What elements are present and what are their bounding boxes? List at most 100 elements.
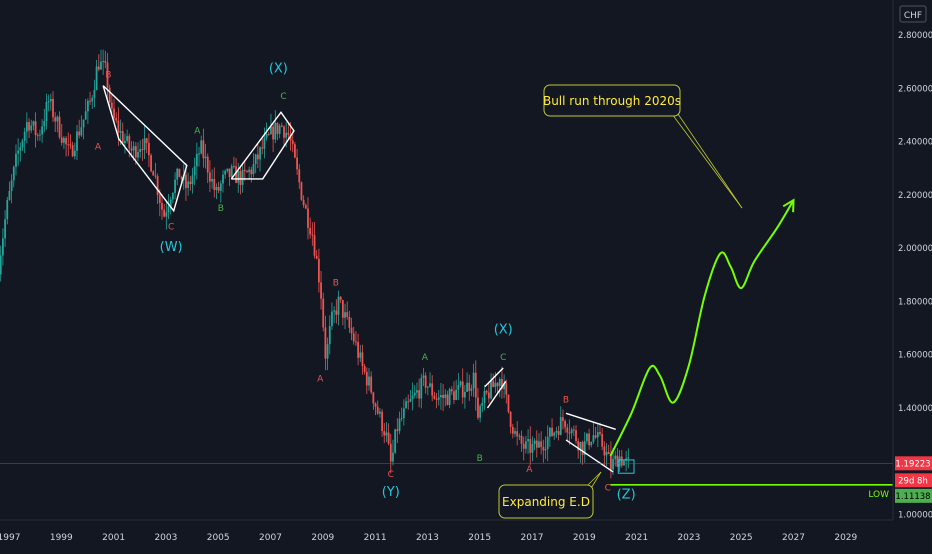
candle-body xyxy=(278,125,281,134)
wave-label: C xyxy=(388,470,394,480)
wave-label: A xyxy=(317,374,324,384)
candle-body xyxy=(328,326,331,345)
wave-label: C xyxy=(500,353,506,363)
candle-body xyxy=(256,154,259,160)
candle-body xyxy=(167,206,170,213)
candle-body xyxy=(263,138,266,149)
candle-body xyxy=(49,98,52,102)
currency-button[interactable]: CHF xyxy=(899,5,927,23)
candle-body xyxy=(501,378,503,390)
candle-body xyxy=(457,385,460,390)
candle-body xyxy=(45,102,48,122)
candle-body xyxy=(226,168,229,171)
candle-body xyxy=(572,429,575,431)
x-tick-label: 2003 xyxy=(154,533,177,543)
candle-body xyxy=(198,153,200,155)
candle-body xyxy=(67,144,70,146)
candle-body xyxy=(185,174,187,189)
candle-body xyxy=(376,406,379,414)
candle-body xyxy=(570,429,573,434)
candle-body xyxy=(15,153,17,167)
candle-body xyxy=(97,66,100,70)
candle-body xyxy=(232,166,235,168)
wave-label: (X) xyxy=(269,61,288,76)
candle-body xyxy=(599,432,601,434)
candle-body xyxy=(509,411,512,427)
forecast-path[interactable] xyxy=(609,199,795,457)
candle-body xyxy=(89,100,91,102)
candle-body xyxy=(191,175,194,185)
trend-channel[interactable] xyxy=(565,439,614,473)
trend-channel[interactable] xyxy=(102,85,188,213)
trend-channel[interactable] xyxy=(565,412,616,430)
countdown-tag: 29d 8h xyxy=(895,473,932,488)
countdown-value: 29d 8h xyxy=(898,476,928,486)
candle-body xyxy=(466,382,468,392)
trend-channel[interactable] xyxy=(484,367,504,388)
candle-body xyxy=(280,125,283,127)
candle-body xyxy=(368,376,370,386)
candle-body xyxy=(211,178,213,182)
candle-body xyxy=(113,108,115,118)
candle-body xyxy=(304,205,307,209)
candle-body xyxy=(335,310,338,315)
candle-body xyxy=(250,169,253,175)
candle-body xyxy=(564,420,567,428)
candle-body xyxy=(577,441,580,451)
candle-body xyxy=(161,202,163,210)
trend-channel[interactable] xyxy=(486,380,507,409)
forecast-arrowhead xyxy=(782,198,795,213)
ending-box[interactable] xyxy=(617,459,635,474)
candle-body xyxy=(555,431,558,433)
candle-body xyxy=(174,179,176,193)
candle-body xyxy=(294,144,296,158)
candle-body xyxy=(8,190,11,201)
candle-body xyxy=(274,122,277,140)
wave-labels-layer: B A C (W) A B (X) C B A C (Y) A (X) C B A B C (Z) xyxy=(95,61,636,502)
expanding-ed-callout[interactable]: Expanding E.D xyxy=(498,471,602,519)
candle-body xyxy=(311,234,314,236)
candle-body xyxy=(6,200,9,220)
candle-body xyxy=(331,311,333,327)
candle-body xyxy=(616,455,619,467)
candle-body xyxy=(224,170,227,175)
candle-body xyxy=(139,149,142,152)
candle-body xyxy=(73,150,76,157)
candle-body xyxy=(80,127,83,136)
candle-body xyxy=(17,150,20,154)
candle-body xyxy=(25,122,28,132)
candle-body xyxy=(134,146,137,158)
candle-body xyxy=(241,169,244,185)
candle-body xyxy=(429,383,431,387)
candle-body xyxy=(19,147,22,151)
candle-body xyxy=(222,174,224,184)
candle-body xyxy=(259,147,261,160)
candle-body xyxy=(468,382,471,391)
wave-label: C xyxy=(605,484,611,494)
trend-channel[interactable] xyxy=(230,111,295,180)
candle-body xyxy=(91,97,94,102)
candle-body xyxy=(324,327,327,359)
candle-body xyxy=(350,327,353,334)
candle-body xyxy=(416,390,418,393)
candle-body xyxy=(252,164,255,175)
candle-body xyxy=(527,439,529,442)
candle-body xyxy=(193,166,196,176)
candle-body xyxy=(23,131,26,141)
candle-body xyxy=(492,380,495,388)
x-tick-label: 2009 xyxy=(311,533,334,543)
candle-body xyxy=(481,402,484,407)
x-tick-label: 1997 xyxy=(0,533,20,543)
y-tick-label: 2.60000 xyxy=(898,84,932,94)
candle-body xyxy=(52,98,54,118)
candle-body xyxy=(213,178,216,190)
candle-body xyxy=(520,435,523,444)
candle-body xyxy=(607,452,610,455)
bull-run-callout[interactable]: Bull run through 2020s xyxy=(543,84,743,209)
candle-body xyxy=(126,135,129,141)
candle-body xyxy=(540,441,543,448)
candle-body xyxy=(137,151,139,158)
candle-body xyxy=(0,255,2,275)
candle-body xyxy=(4,219,6,239)
